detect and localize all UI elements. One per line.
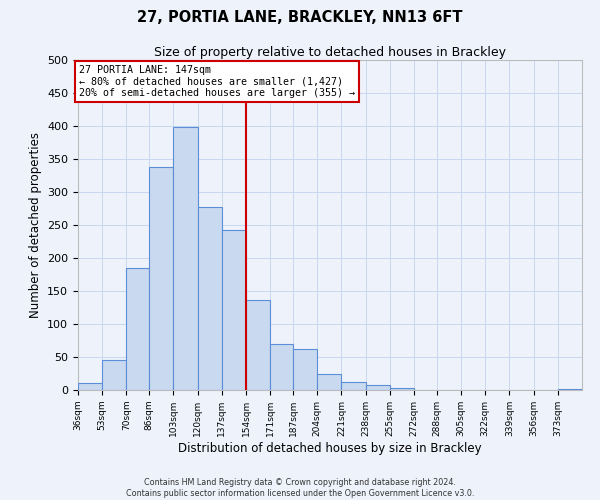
Text: 27, PORTIA LANE, BRACKLEY, NN13 6FT: 27, PORTIA LANE, BRACKLEY, NN13 6FT <box>137 10 463 25</box>
Bar <box>365 384 390 390</box>
Bar <box>78 384 102 390</box>
Title: Size of property relative to detached houses in Brackley: Size of property relative to detached ho… <box>154 46 506 59</box>
Bar <box>390 388 414 390</box>
Bar <box>246 300 270 390</box>
Bar <box>341 382 365 390</box>
Bar <box>197 206 222 390</box>
Bar <box>317 374 341 390</box>
Bar <box>149 167 173 390</box>
Bar <box>293 349 317 390</box>
Bar <box>173 128 197 390</box>
Bar <box>222 230 246 390</box>
Bar <box>102 360 127 390</box>
Bar <box>127 268 149 390</box>
Bar <box>270 344 293 390</box>
Text: Contains HM Land Registry data © Crown copyright and database right 2024.
Contai: Contains HM Land Registry data © Crown c… <box>126 478 474 498</box>
Bar <box>558 388 582 390</box>
Y-axis label: Number of detached properties: Number of detached properties <box>29 132 41 318</box>
Text: 27 PORTIA LANE: 147sqm
← 80% of detached houses are smaller (1,427)
20% of semi-: 27 PORTIA LANE: 147sqm ← 80% of detached… <box>79 64 355 98</box>
X-axis label: Distribution of detached houses by size in Brackley: Distribution of detached houses by size … <box>178 442 482 454</box>
